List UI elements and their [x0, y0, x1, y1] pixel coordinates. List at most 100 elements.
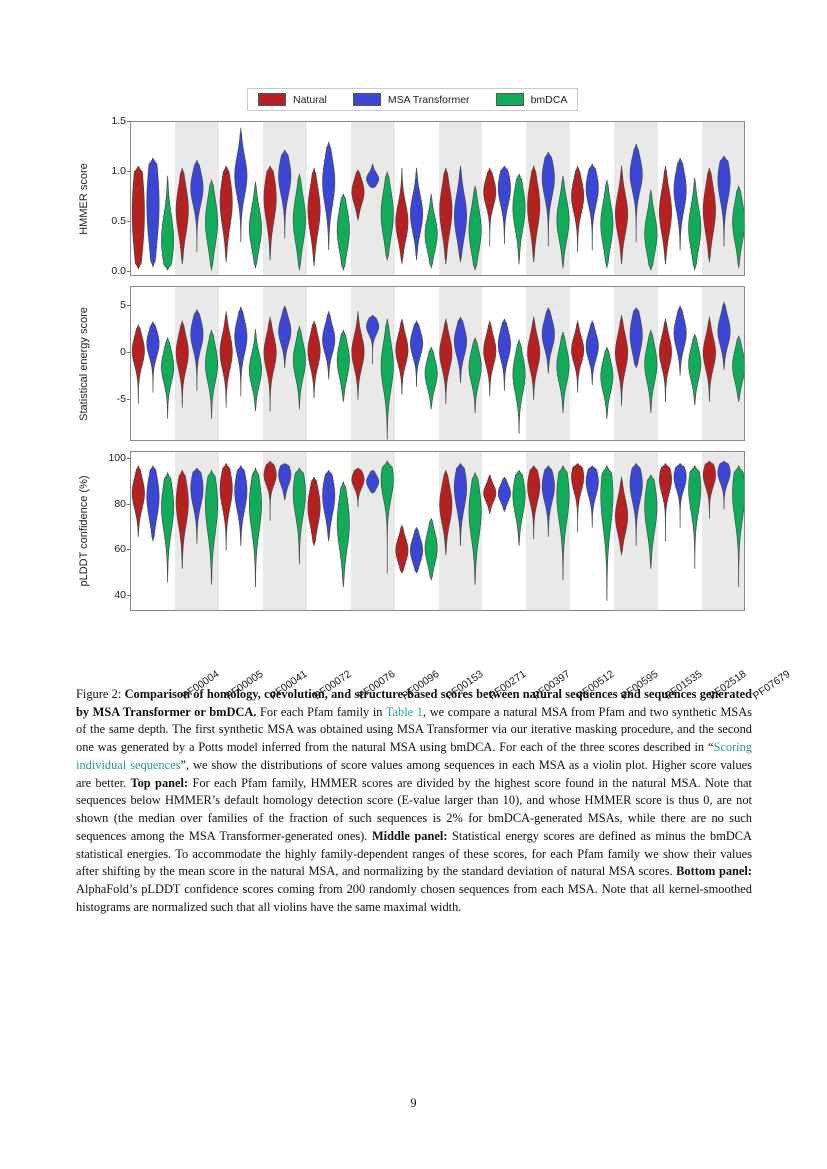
violin-PF00076-bmdca — [336, 481, 350, 588]
violin-PF00512-msa-transformer — [541, 465, 555, 537]
x-tick-mark — [417, 610, 418, 611]
violin-PF00096-natural — [351, 311, 365, 401]
violin-PF00005-bmdca — [205, 469, 219, 585]
y-tick-label: 0.0 — [111, 265, 126, 277]
y-tick-mark — [127, 351, 130, 353]
violin-PF00072-msa-transformer — [278, 305, 292, 369]
violin-PF00595-bmdca — [600, 346, 614, 419]
violin-PF00512-natural — [527, 316, 541, 401]
x-tick-mark — [241, 610, 242, 611]
y-tick-label: 100 — [108, 451, 126, 464]
violin-PF00004-bmdca — [161, 472, 175, 583]
violin-PF00595-msa-transformer — [585, 163, 599, 251]
y-tick-label: 0 — [120, 345, 126, 358]
violin-PF00005-natural — [175, 469, 189, 569]
violin-PF02518-msa-transformer — [673, 463, 687, 528]
violin-group-energy — [131, 301, 744, 440]
y-tick-label: 80 — [114, 497, 126, 510]
violin-PF00397-bmdca — [512, 469, 526, 547]
y-tick-mark — [127, 549, 130, 551]
violin-PF00512-bmdca — [556, 465, 570, 581]
violin-PF00041-bmdca — [248, 328, 262, 412]
violin-PF02518-msa-transformer — [673, 157, 687, 251]
violin-PF00076-msa-transformer — [322, 311, 336, 380]
violin-PF00005-bmdca — [205, 179, 219, 271]
violin-PF00271-natural — [439, 469, 453, 556]
x-tick-mark — [329, 610, 330, 611]
violin-PF00005-msa-transformer — [190, 467, 204, 544]
panel-plot-area-plddt — [130, 451, 745, 611]
violin-group-hmmer — [131, 127, 744, 271]
violin-PF00096-msa-transformer — [366, 163, 380, 189]
caption-title: Comparison of homology, coevolution, and… — [76, 687, 752, 719]
violin-PF07679-bmdca — [732, 335, 744, 402]
violin-group-plddt — [131, 460, 744, 601]
legend-label-natural: Natural — [293, 93, 327, 106]
panel-plddt: pLDDT confidence (%) 40 60 80 100 — [78, 451, 745, 611]
caption-figure-label: Figure 2: — [76, 687, 122, 701]
violin-PF00595-bmdca — [600, 465, 614, 601]
panel-plot-area-hmmer — [130, 121, 745, 276]
x-tick-mark — [504, 610, 505, 611]
y-tick-mark — [127, 121, 130, 122]
violin-PF00041-natural — [219, 463, 233, 551]
violin-PF00004-bmdca — [161, 337, 175, 419]
y-tick-mark — [127, 457, 130, 459]
caption-text-5: Statistical energy scores are defined as… — [76, 828, 753, 879]
y-tick-label: 5 — [120, 298, 126, 311]
figure-caption: Figure 2: Comparison of homology, coevol… — [76, 686, 752, 917]
violin-PF00397-bmdca — [512, 173, 526, 265]
y-tick-label: -5 — [116, 392, 126, 405]
violin-PF00041-bmdca — [248, 467, 262, 588]
violin-PF07679-msa-transformer — [717, 301, 731, 371]
caption-bold-bottom: Bottom panel: — [676, 864, 752, 879]
violin-PF07679-natural — [702, 167, 716, 263]
violin-PF00153-natural — [395, 524, 409, 574]
y-tick-mark — [127, 595, 130, 596]
violin-PF00004-bmdca — [161, 175, 175, 271]
y-tick-label: 60 — [114, 543, 126, 556]
x-tick-mark — [548, 610, 549, 611]
violin-PF00005-msa-transformer — [190, 159, 204, 253]
violin-PF00153-msa-transformer — [410, 320, 424, 387]
violin-PF00512-natural — [527, 465, 541, 540]
violin-PF00076-natural — [307, 476, 321, 547]
violin-PF00076-msa-transformer — [322, 141, 336, 251]
violin-PF01535-natural — [615, 314, 629, 406]
caption-link-scoring[interactable]: Scoring individual sequences — [76, 740, 752, 772]
violin-PF00004-natural — [131, 465, 145, 537]
violin-PF07679-msa-transformer — [717, 460, 731, 510]
legend-swatch-natural — [258, 93, 286, 106]
violin-PF00512-msa-transformer — [541, 307, 555, 374]
violin-PF00041-natural — [219, 311, 233, 408]
violin-PF00072-bmdca — [292, 326, 306, 410]
caption-text-6: AlphaFold’s pLDDT confidence scores comi… — [76, 882, 752, 914]
y-axis-label-plddt: pLDDT confidence (%) — [78, 475, 90, 587]
violin-PF00041-bmdca — [248, 181, 262, 269]
violin-PF00153-natural — [395, 318, 409, 395]
legend-item-bmdca: bmDCA — [495, 93, 567, 106]
caption-text-1: For each Pfam family in — [256, 704, 386, 719]
violin-PF00096-bmdca — [380, 318, 394, 440]
legend-item-natural: Natural — [258, 93, 327, 106]
violin-PF00271-msa-transformer — [453, 463, 467, 547]
violin-PF01535-bmdca — [644, 474, 658, 569]
violin-PF00072-natural — [263, 460, 277, 521]
y-tick-label: 1.5 — [111, 115, 126, 127]
violin-PF00072-bmdca — [292, 467, 306, 565]
violin-PF00271-bmdca — [468, 337, 482, 414]
x-tick-mark — [724, 610, 725, 611]
caption-bold-middle: Middle panel: — [371, 828, 448, 843]
y-tick-mark — [127, 221, 130, 222]
violin-PF00397-natural — [483, 320, 497, 397]
chart-legend: Natural MSA Transformer bmDCA — [247, 88, 579, 111]
violin-PF07679-natural — [702, 316, 716, 402]
violin-PF00004-natural — [131, 324, 145, 404]
caption-bold-top: Top panel: — [130, 775, 189, 790]
violin-PF01535-msa-transformer — [629, 143, 643, 243]
caption-link-table1[interactable]: Table 1 — [385, 704, 423, 719]
violin-PF00076-msa-transformer — [322, 469, 336, 542]
violin-PF00041-msa-transformer — [234, 306, 248, 397]
violin-PF00041-natural — [219, 165, 233, 263]
